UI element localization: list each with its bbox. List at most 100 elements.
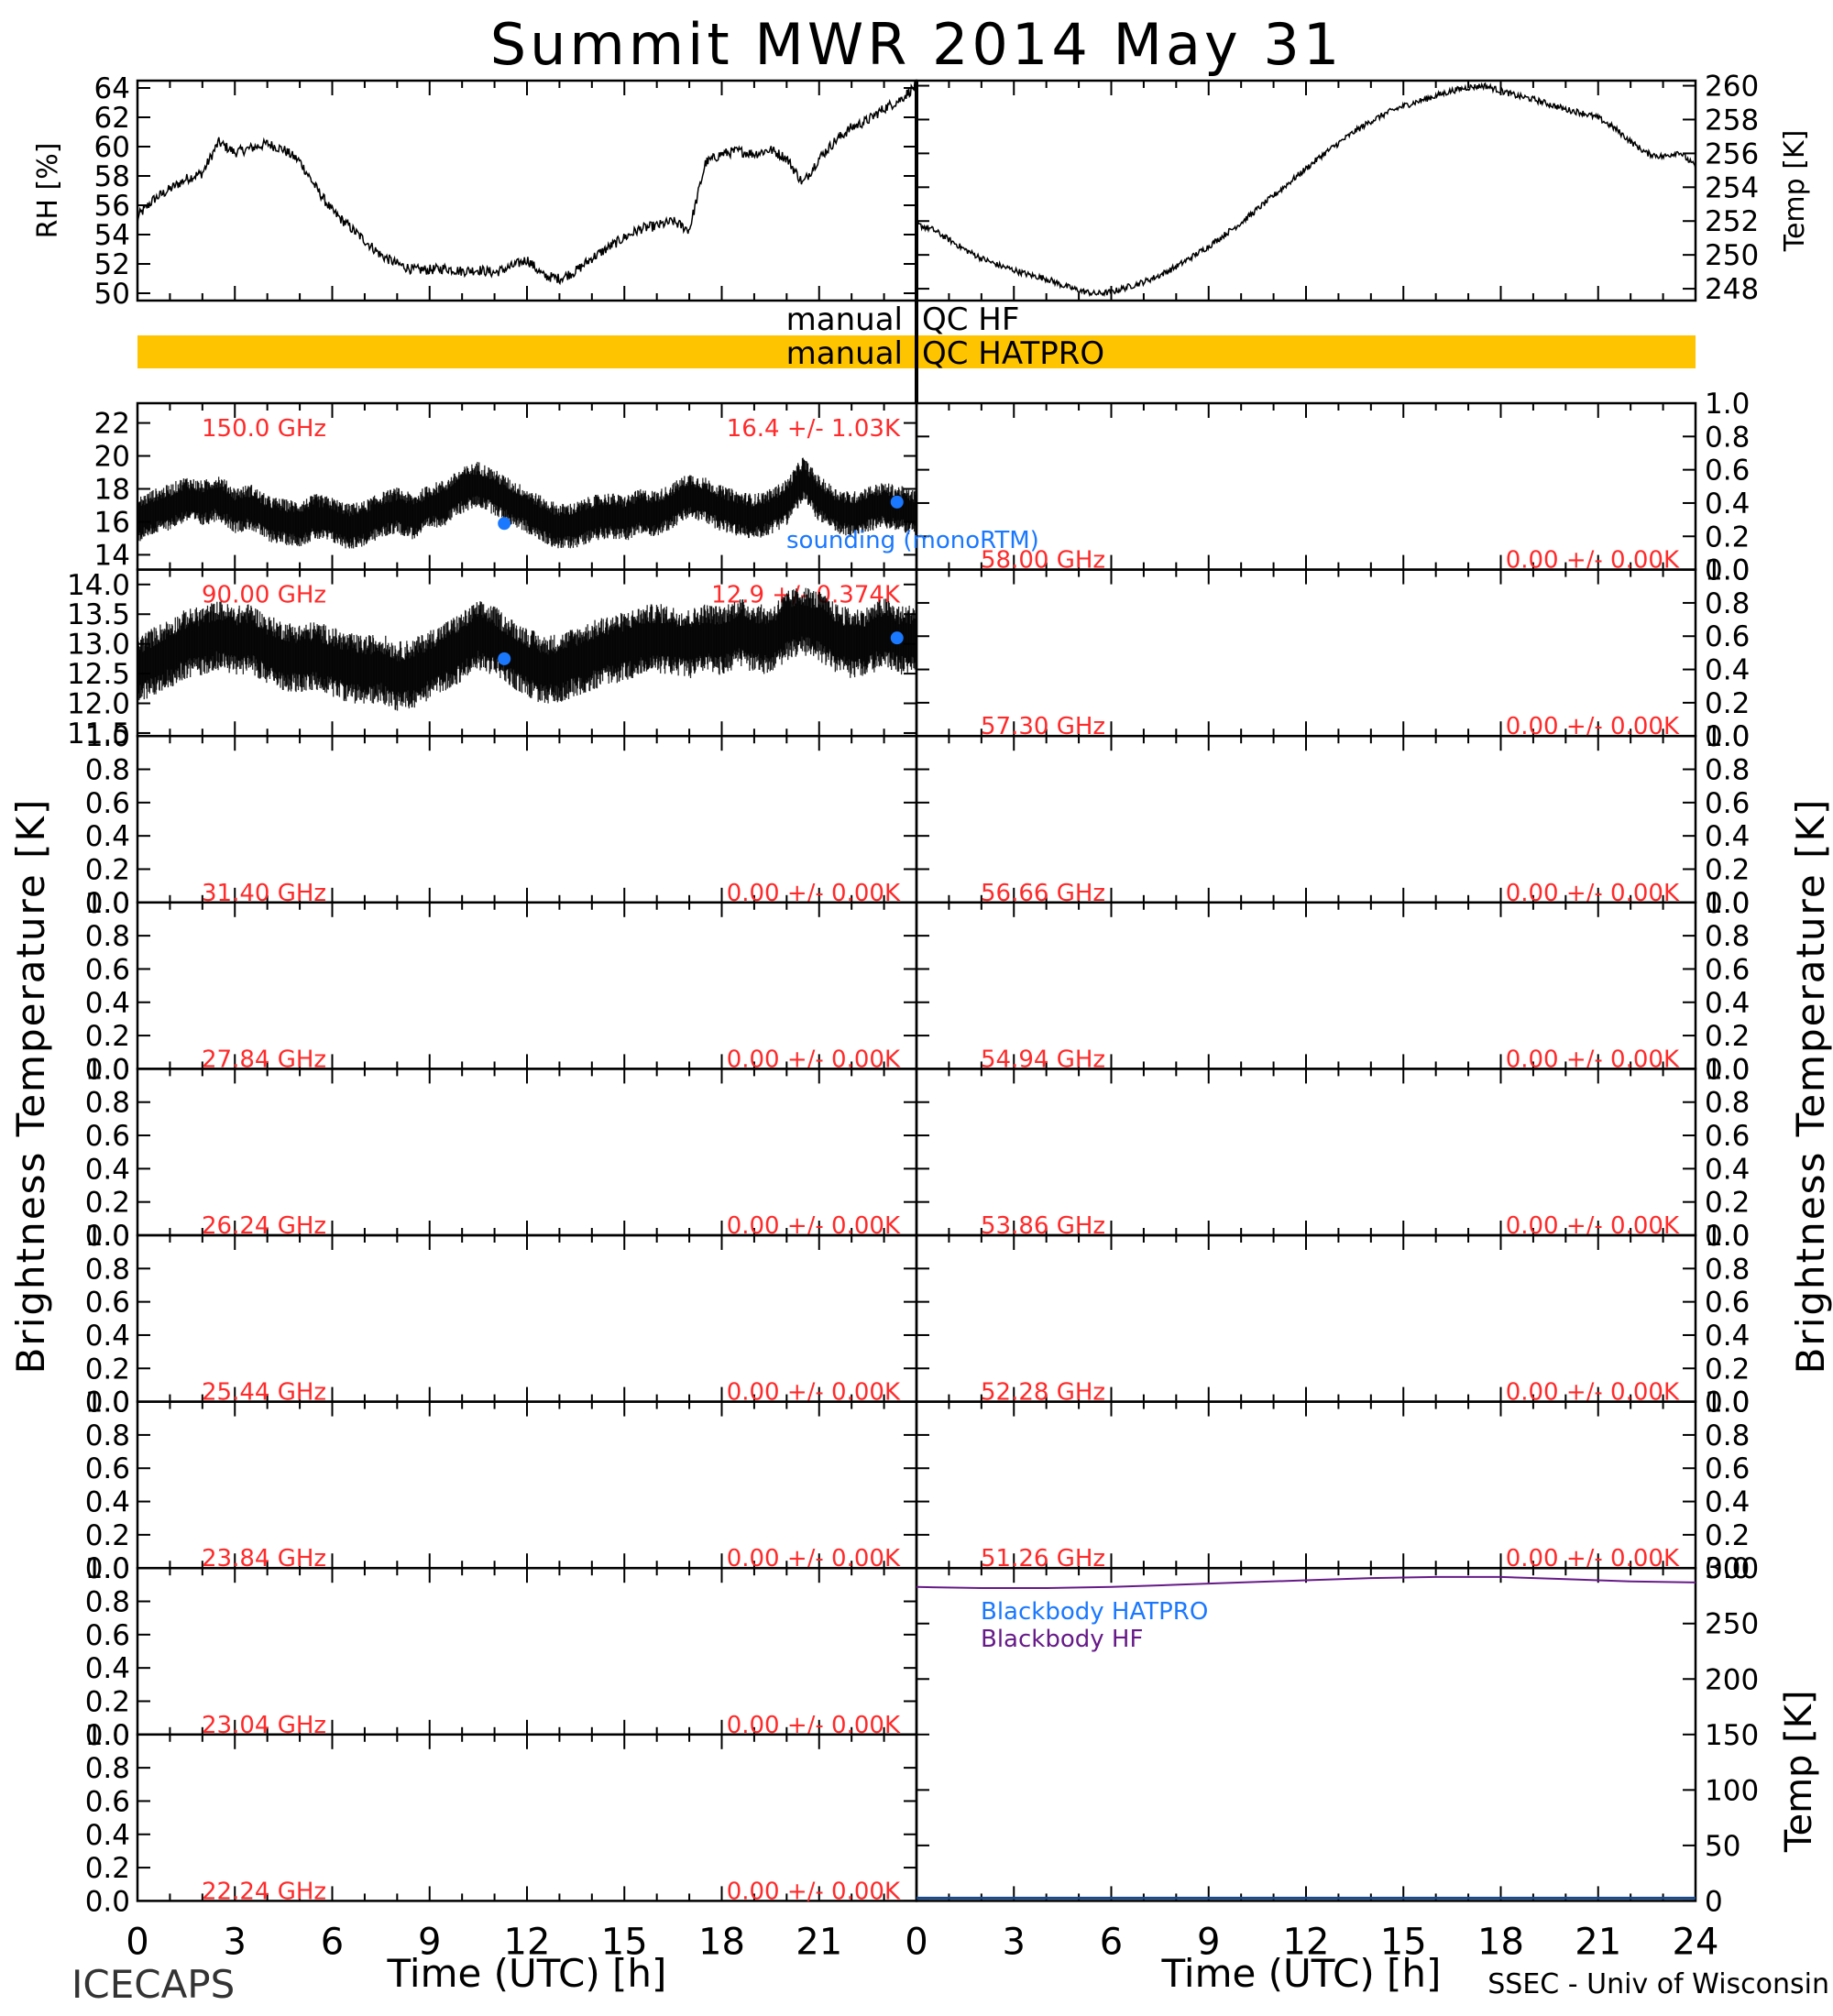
- y-tick-label: 0.4: [1705, 820, 1750, 853]
- sounding-point: [890, 631, 904, 645]
- y-tick-label: 250: [1705, 239, 1759, 272]
- y-tick-label: 54: [94, 219, 130, 252]
- chart-panel-tb-26: 0.00.20.40.60.81.026.24 GHz 0.00 +/- 0.00…: [85, 1053, 918, 1253]
- chart-panel-tb-51: 0.00.20.40.60.81.051.26 GHz 0.00 +/- 0.00…: [915, 1386, 1750, 1585]
- data-series-line: [916, 82, 1696, 298]
- y-tick-label: 0.2: [85, 1353, 130, 1386]
- frequency-label: 22.24 GHz: [202, 1878, 326, 1905]
- plot-frame: [915, 1233, 1697, 1403]
- y-tick-label: 0.0: [85, 1719, 130, 1752]
- y-tick-label: 0.4: [85, 1819, 130, 1852]
- y-tick-label: 0.4: [85, 1652, 130, 1685]
- plot-frame: [136, 1068, 918, 1237]
- chart-panel-tb-23-04: 0.00.20.40.60.81.023.04 GHz 0.00 +/- 0.00…: [85, 1552, 918, 1752]
- y-tick-label: 0.0: [85, 1053, 130, 1086]
- y-tick-label: 0.4: [1705, 987, 1750, 1020]
- y-tick-label: 1.0: [1705, 554, 1750, 587]
- y-tick-label: 256: [1705, 137, 1759, 170]
- plot-frame: [136, 1233, 918, 1403]
- plot-frame: [136, 734, 918, 904]
- y-tick-label: 0.0: [85, 1386, 130, 1419]
- y-tick-label: 248: [1705, 273, 1759, 306]
- qc-hatpro-text: QC HATPRO: [922, 335, 1104, 372]
- frequency-label: 150.0 GHz: [202, 415, 326, 443]
- y-tick-label: 1.0: [85, 1386, 130, 1419]
- chart-panel-tb-27: 0.00.20.40.60.81.027.84 GHz 0.00 +/- 0.00…: [85, 887, 918, 1086]
- y-tick-label: 0.0: [1705, 1220, 1750, 1253]
- y-tick-label: 0.8: [1705, 1419, 1750, 1452]
- y-tick-label: 12.0: [67, 688, 130, 721]
- x-tick-label: 6: [1100, 1921, 1123, 1963]
- y-tick-label: 0.4: [85, 987, 130, 1020]
- y-tick-label: 0.6: [1705, 1452, 1750, 1485]
- y-tick-label: 0.6: [85, 1619, 130, 1652]
- y-tick-label: 1.0: [85, 1719, 130, 1752]
- y-tick-label: 1.0: [85, 1053, 130, 1086]
- left-xlabel: Time (UTC) [h]: [387, 1951, 667, 1996]
- y-tick-label: 0.2: [85, 1020, 130, 1053]
- chart-panel-tb-53: 0.00.20.40.60.81.053.86 GHz 0.00 +/- 0.00…: [915, 1053, 1750, 1253]
- x-tick-label: 9: [1197, 1921, 1220, 1963]
- y-tick-label: 0.8: [1705, 754, 1750, 787]
- y-tick-label: 0.2: [1705, 1353, 1750, 1386]
- qc-hf-text: QC HF: [922, 301, 1019, 338]
- right-xlabel: Time (UTC) [h]: [1161, 1951, 1442, 1996]
- y-tick-label: 252: [1705, 205, 1759, 238]
- y-tick-label: 56: [94, 190, 130, 223]
- y-tick-label: 0.8: [85, 1586, 130, 1619]
- y-tick-label: 62: [94, 102, 130, 135]
- y-tick-label: 258: [1705, 104, 1759, 137]
- y-tick-label: 0.0: [1705, 1053, 1750, 1086]
- y-tick-label: 0.4: [1705, 1320, 1750, 1353]
- y-tick-label: 0.2: [1705, 1187, 1750, 1220]
- y-tick-label: 0.2: [1705, 687, 1750, 720]
- y-tick-label: 1.0: [1705, 388, 1750, 421]
- y-tick-label: 0.4: [85, 1486, 130, 1519]
- panel-ylabel: Temp [K]: [1778, 1690, 1820, 1853]
- y-tick-label: 0.2: [85, 1187, 130, 1220]
- y-tick-label: 16: [94, 506, 130, 539]
- y-tick-label: 1.0: [1705, 887, 1750, 920]
- plot-frame: [915, 1400, 1697, 1570]
- x-tick-label: 12: [504, 1921, 551, 1963]
- x-tick-label: 18: [698, 1921, 745, 1963]
- y-tick-label: 0.8: [1705, 1253, 1750, 1286]
- y-tick-label: 0.6: [1705, 1120, 1750, 1153]
- y-tick-label: 1.0: [1705, 1220, 1750, 1253]
- sounding-point: [498, 517, 511, 531]
- data-series-line: [137, 79, 917, 286]
- plot-frame: [915, 734, 1697, 904]
- y-tick-label: 14: [94, 539, 130, 572]
- y-tick-label: 0.6: [1705, 455, 1750, 488]
- y-tick-label: 0.8: [1705, 587, 1750, 620]
- chart-panel-tb-90: 11.512.012.513.013.514.0 90.00 GHz 12.9 +/…: [67, 568, 918, 751]
- plot-frame: [136, 1400, 918, 1570]
- y-tick-label: 254: [1705, 171, 1759, 204]
- y-tick-label: 0.8: [85, 1752, 130, 1785]
- y-tick-label: 1.0: [85, 720, 130, 753]
- y-tick-label: 0.4: [85, 820, 130, 853]
- plot-frame: [915, 901, 1697, 1070]
- y-tick-label: 0.0: [85, 887, 130, 920]
- y-tick-label: 0.0: [1705, 1552, 1750, 1585]
- y-tick-label: 13.0: [67, 629, 130, 662]
- y-tick-label: 52: [94, 248, 130, 281]
- x-tick-label: 24: [1673, 1921, 1719, 1963]
- y-tick-label: 0.0: [1705, 720, 1750, 753]
- x-tick-label: 0: [126, 1921, 148, 1963]
- y-tick-label: 11.5: [67, 718, 130, 751]
- y-tick-label: 1.0: [1705, 1386, 1750, 1419]
- y-tick-label: 0.6: [85, 1452, 130, 1485]
- qc-hf-label: manual: [786, 301, 903, 338]
- y-tick-label: 0.2: [85, 853, 130, 886]
- y-tick-label: 13.5: [67, 598, 130, 631]
- y-tick-label: 0.4: [85, 1320, 130, 1353]
- y-tick-label: 0.8: [85, 1253, 130, 1286]
- y-tick-label: 0.6: [85, 1120, 130, 1153]
- y-tick-label: 0.6: [85, 1287, 130, 1320]
- y-tick-label: 0.8: [85, 1087, 130, 1120]
